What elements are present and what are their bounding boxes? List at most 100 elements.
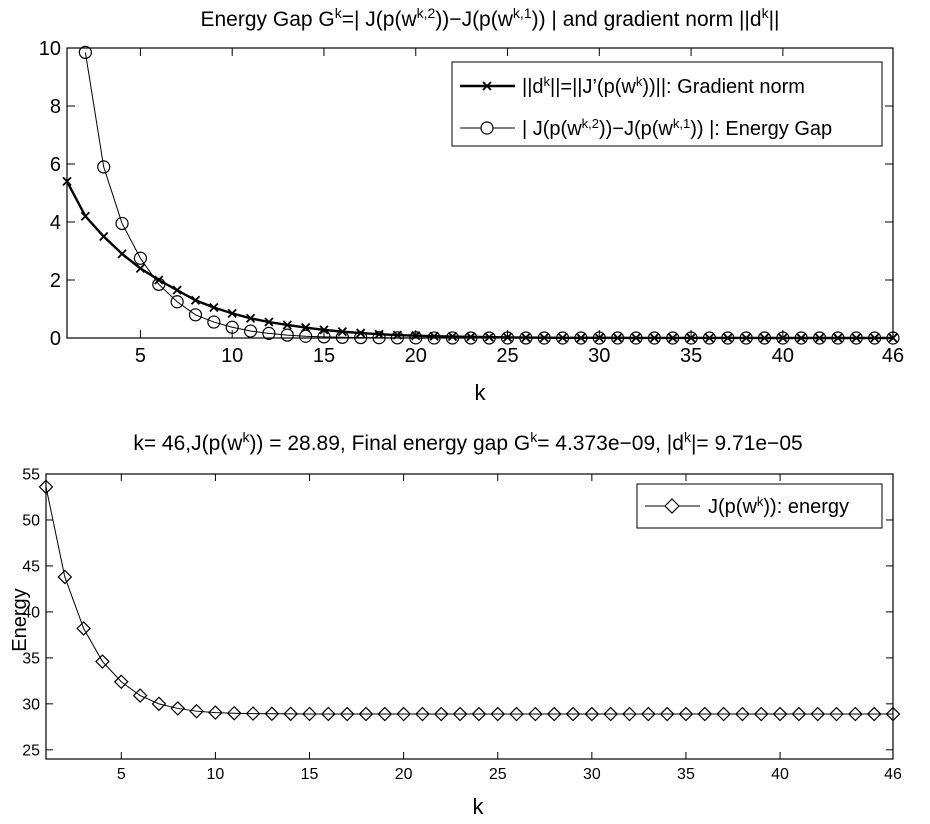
x-tick-label: 46 [882,345,904,367]
y-tick-label: 10 [39,38,61,60]
bottom-plot-frame [45,473,894,760]
data-point-diamond [678,706,694,722]
x-tick-label: 30 [588,345,610,367]
top-plot-frame [66,47,894,339]
data-point-x [154,275,164,285]
data-point-diamond [753,706,769,722]
data-point-diamond [584,706,600,722]
x-tick-label: 5 [135,345,146,367]
data-point-diamond [283,706,299,722]
x-tick-label: 40 [771,766,789,783]
legend-label-gradient-norm: ||dk||=||J’(p(wk))||: Gradient norm [522,74,805,99]
data-point-diamond [57,569,73,585]
data-point-diamond [264,706,280,722]
data-point-x [429,331,439,341]
data-point-diamond [716,706,731,722]
data-point-diamond [866,706,882,722]
bottom-series-energy [38,479,901,722]
data-point-diamond [622,706,637,722]
y-tick-label: 50 [22,513,40,530]
x-tick-label: 30 [583,766,601,783]
data-point-diamond [377,706,393,722]
top-chart-title: Energy Gap Gk=| J(p(wk,2))−J(p(wk,1)) | … [201,5,780,31]
x-tick-label: 40 [772,345,794,367]
data-point-diamond [509,706,524,722]
y-tick-label: 25 [22,742,40,759]
data-point-x [190,295,201,305]
legend-diamond-marker [664,498,680,514]
data-point-x [117,249,127,259]
data-point-diamond [791,706,807,722]
x-tick-label: 46 [884,766,902,783]
x-tick-label: 5 [117,766,126,783]
data-point-circle [243,324,258,338]
data-point-diamond [772,706,788,722]
data-point-x [282,320,292,330]
data-point-circle [188,308,203,322]
data-point-x [245,313,256,323]
bottom-chart-title: k= 46,J(p(wk)) = 28.89, Final energy gap… [133,429,802,455]
y-tick-label: 4 [50,212,61,234]
x-tick-label: 25 [496,345,518,367]
data-point-circle [133,251,148,265]
x-tick-label: 10 [207,766,225,783]
data-point-circle [115,216,129,231]
series-line [45,486,893,715]
y-tick-label: 35 [22,650,40,667]
data-point-diamond [697,706,713,722]
data-point-circle [152,277,166,291]
data-point-x [99,231,109,242]
data-point-x [172,285,182,295]
y-tick-label: 8 [50,96,61,118]
data-point-circle [262,326,276,340]
data-point-diamond [113,674,129,690]
data-point-diamond [433,706,449,722]
data-point-x [209,302,219,313]
data-point-x [227,308,237,318]
x-tick-label: 20 [395,766,413,783]
y-tick-label: 40 [22,605,40,622]
data-point-diamond [848,706,863,722]
data-point-diamond [76,621,91,636]
data-point-x [466,332,476,342]
data-point-x [264,317,274,327]
top-legend-box [451,61,883,147]
top-legend-item-gradient-norm: ||dk||=||J’(p(wk))||: Gradient norm [460,74,805,99]
data-point-circle [317,330,331,344]
x-tick-label: 10 [221,345,243,367]
legend-label-energy-gap: | J(p(wk,2))−J(p(wk,1)) |: Energy Gap [522,116,832,141]
data-point-x [356,328,366,338]
data-point-diamond [603,706,619,722]
data-point-circle [225,320,239,334]
bottom-x-axis-label: k [473,794,485,819]
data-point-diamond [452,706,468,722]
legend-x-marker [482,81,492,91]
data-point-circle [299,329,313,343]
data-point-x [135,263,146,274]
data-point-x [319,325,329,335]
y-tick-label: 30 [22,696,40,713]
top-series-gradient-norm [62,176,898,343]
data-point-diamond [490,706,506,722]
x-tick-label: 35 [680,345,702,367]
data-point-diamond [339,706,355,722]
data-point-circle [170,295,184,309]
data-point-diamond [302,706,317,722]
top-x-axis-label: k [475,380,487,405]
y-tick-label: 45 [22,559,40,576]
data-point-diamond [735,706,750,722]
data-point-diamond [810,706,826,722]
data-point-x [374,329,384,339]
data-point-x [447,331,458,342]
data-point-diamond [189,703,204,719]
data-point-diamond [528,706,543,722]
x-tick-label: 15 [313,345,335,367]
series-line [65,180,893,340]
data-point-diamond [659,706,675,722]
x-tick-label: 15 [301,766,319,783]
data-point-diamond [151,696,167,712]
data-point-diamond [415,706,430,722]
data-point-diamond [320,706,336,722]
legend-circle-marker [480,121,494,135]
